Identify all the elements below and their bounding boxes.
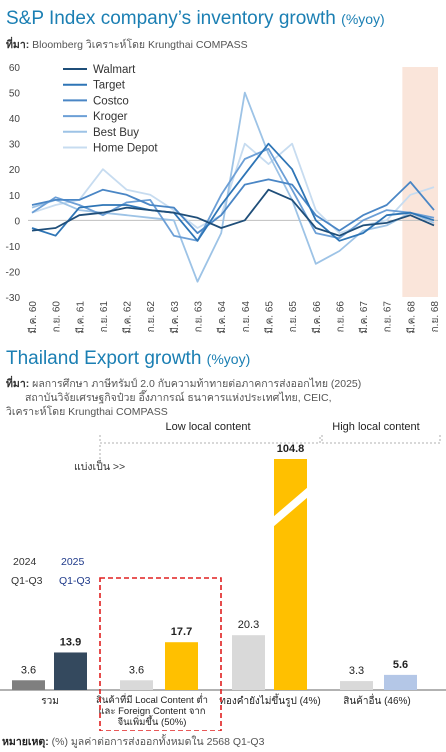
bar [384, 674, 417, 690]
y-tick-label: 0 [14, 216, 20, 227]
chart2-source-line-3: วิเคราะห์โดย Krungthai COMPASS [6, 406, 168, 418]
chart1-title-unit: (%yoy) [341, 11, 385, 27]
footnote-label: หมายเหตุ: [2, 736, 49, 748]
chart2-source-line-1: ผลการศึกษา ภาษีทรัมป์ 2.0 กับความท้าทายต… [32, 378, 362, 390]
x-tick-label: ก.ย. 60 [52, 301, 63, 333]
series-line-costco [31, 178, 435, 235]
x-tick-label: มี.ค. 66 [311, 301, 323, 334]
y-tick-label: -10 [6, 242, 21, 253]
x-tick-label: มี.ค. 64 [216, 301, 228, 334]
x-tick-label: ก.ย. 63 [194, 301, 205, 333]
export-bar-chart: Low local content High local content แบ่งเ… [0, 421, 446, 731]
chart1-title-text: S&P Index company’s inventory growth [6, 8, 336, 29]
category-label-low-local: และ Foreign Content จาก [98, 706, 205, 717]
category-label-low-local: สินค้าที่มี Local Content ต่ำ [96, 693, 208, 706]
x-tick-label: มี.ค. 68 [405, 301, 417, 334]
bar [232, 635, 265, 690]
x-tick-label: มี.ค. 62 [122, 301, 134, 334]
category-label-total: รวม [41, 696, 59, 707]
legend-label: Home Depot [93, 143, 158, 155]
legend-label: Costco [93, 95, 129, 107]
group-header-low: Low local content [166, 421, 251, 433]
high-content-bracket [321, 435, 441, 444]
chart2-source-line-2: สถาบันวิจัยเศรษฐกิจป๋วย อึ๊งภากรณ์ ธนาคา… [25, 392, 332, 404]
bar [165, 642, 198, 690]
chart2-source: ที่มา: ผลการศึกษา ภาษีทรัมป์ 2.0 กับความ… [6, 377, 361, 419]
legend-year-2025: 2025 [61, 556, 85, 568]
category-label-other: สินค้าอื่น (46%) [343, 693, 411, 707]
footnote-text: (%) มูลค่าต่อการส่งออกทั้งหมดใน 2568 Q1-… [51, 736, 265, 748]
x-tick-label: มี.ค. 61 [74, 301, 86, 334]
x-tick-label: มี.ค. 63 [169, 301, 181, 334]
y-tick-label: 30 [9, 140, 21, 151]
x-tick-label: ก.ย. 66 [335, 301, 346, 333]
y-tick-label: 10 [9, 191, 21, 202]
bar [12, 680, 45, 690]
y-tick-label: 20 [9, 165, 21, 176]
bar-value-label: 17.7 [171, 626, 192, 638]
y-tick-label: 40 [9, 114, 21, 125]
y-tick-label: 60 [9, 63, 21, 74]
x-tick-label: ก.ย. 61 [99, 301, 110, 333]
y-tick-label: 50 [9, 89, 21, 100]
bar [120, 680, 153, 690]
legend-label: Walmart [93, 64, 136, 76]
legend-label: Best Buy [93, 127, 139, 139]
x-tick-label: ก.ย. 62 [146, 301, 157, 333]
x-tick-label: ก.ย. 65 [288, 301, 299, 333]
highlight-band [402, 67, 438, 297]
bar-value-label: 3.3 [349, 665, 364, 677]
series-line-target [31, 142, 435, 242]
y-tick-label: -30 [6, 293, 21, 304]
chart1-title: S&P Index company’s inventory growth (%y… [6, 8, 385, 30]
bar-value-label: 20.3 [238, 619, 259, 631]
bar [340, 681, 373, 690]
bar-value-label: 5.6 [393, 659, 408, 671]
legend-label: Kroger [93, 111, 128, 123]
bar-value-label: 3.6 [21, 664, 36, 676]
bar-value-label: 13.9 [60, 636, 81, 648]
group-header-high: High local content [332, 421, 419, 433]
chart2-title-unit: (%yoy) [206, 351, 251, 367]
bar-value-label: 104.8 [277, 443, 305, 455]
x-tick-label: ก.ย. 64 [241, 301, 252, 333]
legend-year-2024: 2024 [13, 556, 37, 568]
split-label: แบ่งเป็น >> [74, 459, 125, 473]
legend-period-2025: Q1-Q3 [59, 575, 91, 587]
series-line-walmart [31, 188, 435, 237]
y-tick-label: -20 [6, 267, 21, 278]
legend-label: Target [93, 80, 126, 92]
legend-period-2024: Q1-Q3 [11, 575, 43, 587]
x-tick-label: ก.ย. 67 [383, 301, 394, 333]
chart1-source-label: ที่มา: [6, 39, 30, 51]
x-tick-label: ก.ย. 68 [430, 301, 441, 333]
inventory-line-chart: -30 -20 -10 0 10 20 30 40 50 60 Walmart Target Costc… [6, 63, 441, 334]
bar-value-label: 3.6 [129, 664, 144, 676]
category-label-gold: ทองคำยังไม่ขึ้นรูป (4%) [219, 693, 320, 707]
chart2-title-text: Thailand Export growth [6, 348, 202, 369]
x-tick-label: มี.ค. 65 [263, 301, 275, 334]
chart2-title: Thailand Export growth (%yoy) [6, 348, 250, 370]
footnote: หมายเหตุ: (%) มูลค่าต่อการส่งออกทั้งหมดใ… [2, 733, 264, 750]
x-tick-label: มี.ค. 60 [27, 301, 39, 334]
chart2-source-label: ที่มา: [6, 378, 30, 390]
axis-break-mark [273, 487, 308, 527]
bar [54, 652, 87, 690]
category-label-low-local: จีนเพิ่มขึ้น (50%) [117, 715, 186, 728]
chart1-source-text: Bloomberg วิเคราะห์โดย Krungthai COMPASS [32, 39, 248, 51]
highlight-box [99, 577, 222, 731]
low-content-bracket [99, 435, 321, 463]
chart1-source: ที่มา: Bloomberg วิเคราะห์โดย Krungthai … [6, 38, 248, 52]
x-tick-label: มี.ค. 67 [358, 301, 370, 334]
